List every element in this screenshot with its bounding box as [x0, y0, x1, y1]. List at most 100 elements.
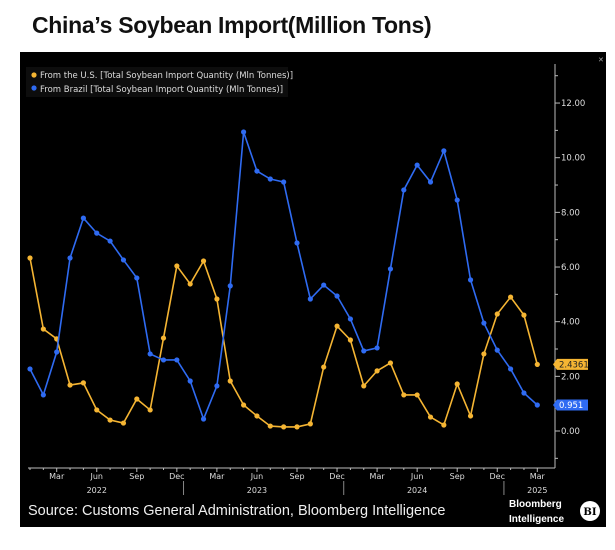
data-point-us [107, 417, 113, 423]
data-point-us [134, 396, 140, 402]
x-tick-label: Dec [329, 472, 344, 481]
data-point-brazil [467, 277, 474, 283]
x-tick-label: Mar [370, 472, 386, 481]
data-point-brazil [267, 176, 273, 182]
x-tick-label: Sep [129, 472, 144, 481]
x-year-label: 2022 [87, 486, 107, 495]
data-point-us [241, 402, 247, 408]
last-value-label-us: 2.4361 [559, 360, 589, 370]
data-point-us [281, 424, 287, 430]
last-value-label-brazil: 0.951 [559, 401, 583, 411]
data-point-us [427, 414, 434, 420]
brand-line2: Intelligence [509, 514, 564, 525]
data-point-us [147, 407, 153, 413]
data-point-us [387, 360, 394, 366]
data-point-brazil [347, 316, 353, 322]
data-point-us [27, 255, 33, 261]
data-point-brazil [307, 296, 313, 302]
data-point-brazil [374, 345, 380, 351]
legend-marker-us [31, 72, 37, 78]
data-point-us [534, 361, 540, 368]
x-tick-label: Mar [49, 472, 65, 481]
data-point-us [120, 420, 127, 426]
y-tick-label: 8.00 [561, 208, 580, 218]
x-year-label: 2023 [247, 486, 267, 495]
x-year-label: 2024 [407, 486, 427, 495]
y-tick-label: 4.00 [561, 318, 580, 328]
data-point-brazil [281, 179, 287, 185]
data-point-brazil [200, 416, 207, 422]
brand-line1: Bloomberg [509, 499, 562, 510]
last-value-tag-brazil [553, 399, 588, 411]
data-point-brazil [174, 357, 180, 363]
data-point-brazil [387, 266, 394, 272]
legend-box [26, 67, 288, 97]
data-point-us [347, 337, 353, 343]
data-point-us [334, 323, 340, 329]
data-point-brazil [401, 187, 407, 193]
data-point-brazil [187, 378, 193, 384]
data-point-us [481, 351, 487, 357]
data-point-us [214, 296, 220, 302]
data-point-us [441, 422, 447, 428]
data-point-brazil [67, 255, 73, 261]
y-tick-label: 12.00 [561, 99, 585, 109]
legend-label-brazil: From Brazil [Total Soybean Import Quanti… [40, 85, 283, 95]
data-point-us [294, 424, 300, 430]
x-year-label: 2025 [527, 486, 547, 495]
data-point-brazil [80, 215, 86, 221]
x-tick-label: Sep [450, 472, 465, 481]
data-point-brazil [494, 347, 500, 353]
x-tick-label: Mar [209, 472, 225, 481]
legend-label-us: From the U.S. [Total Soybean Import Quan… [40, 71, 293, 81]
data-point-brazil [147, 351, 153, 357]
data-point-brazil [521, 390, 527, 396]
data-point-us [174, 263, 180, 269]
brand-logo [580, 501, 600, 521]
data-point-brazil [294, 240, 300, 246]
x-tick-label: Sep [289, 472, 304, 481]
data-point-brazil [414, 162, 420, 168]
data-point-us [254, 413, 260, 419]
data-point-us [467, 413, 474, 419]
legend: From the U.S. [Total Soybean Import Quan… [26, 67, 293, 97]
data-point-us [494, 311, 500, 317]
y-tick-label: 0.00 [561, 427, 580, 437]
data-point-brazil [27, 366, 33, 372]
data-point-brazil [427, 179, 434, 185]
data-point-brazil [227, 283, 233, 289]
data-point-brazil [134, 275, 140, 281]
y-tick-label: 2.00 [561, 372, 580, 382]
last-value-tag-us [553, 358, 588, 370]
close-icon[interactable]: ✕ [598, 57, 604, 64]
data-point-us [508, 294, 514, 300]
x-tick-label: Dec [169, 472, 184, 481]
data-point-us [267, 423, 273, 429]
data-point-us [227, 378, 233, 384]
data-point-brazil [120, 257, 127, 263]
data-point-us [200, 258, 207, 264]
data-point-us [361, 383, 367, 389]
data-point-brazil [54, 349, 60, 355]
data-point-brazil [214, 383, 220, 389]
y-tick-label: 6.00 [561, 263, 580, 273]
page-title: China’s Soybean Import(Million Tons) [32, 12, 432, 38]
data-point-brazil [361, 348, 367, 354]
x-tick-label: Jun [90, 472, 104, 481]
data-point-us [80, 380, 86, 386]
data-point-us [414, 392, 420, 398]
data-point-brazil [334, 293, 340, 299]
data-point-brazil [441, 148, 447, 154]
data-point-us [94, 407, 100, 413]
data-point-brazil [254, 168, 260, 174]
data-point-us [307, 421, 313, 427]
legend-marker-brazil [31, 85, 37, 91]
x-tick-label: Jun [410, 472, 424, 481]
brand-logo-text: BI [583, 507, 596, 518]
chart-background [20, 52, 606, 527]
x-tick-label: Jun [250, 472, 264, 481]
data-point-brazil [40, 392, 46, 398]
data-point-brazil [481, 320, 487, 326]
data-point-us [187, 281, 193, 287]
data-point-us [454, 381, 460, 387]
